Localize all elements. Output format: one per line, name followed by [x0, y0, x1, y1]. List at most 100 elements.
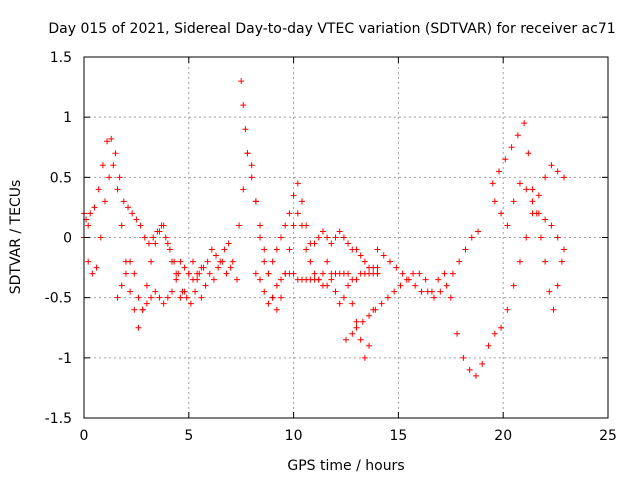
data-point: [223, 270, 230, 277]
data-point: [548, 162, 555, 169]
data-point: [127, 288, 134, 295]
data-point: [504, 306, 511, 313]
data-point: [535, 210, 542, 217]
data-point: [548, 222, 555, 229]
data-point: [441, 270, 448, 277]
data-point: [131, 306, 138, 313]
data-point: [324, 234, 331, 241]
data-point: [198, 264, 205, 271]
data-point: [343, 336, 349, 343]
y-axis-label: SDTVAR / TECUs: [8, 180, 24, 295]
data-point: [101, 198, 108, 205]
data-point: [261, 288, 268, 295]
data-point: [106, 174, 113, 181]
data-point: [108, 135, 115, 142]
data-point: [112, 150, 119, 157]
data-point: [397, 282, 404, 289]
data-point: [87, 210, 94, 217]
data-point: [148, 258, 155, 265]
data-point: [353, 276, 360, 283]
data-point: [393, 264, 400, 271]
data-point: [248, 162, 255, 169]
data-point: [143, 300, 150, 307]
y-tick-label: 0.5: [50, 170, 72, 186]
data-point: [290, 270, 297, 277]
data-point: [240, 186, 247, 193]
data-point: [431, 294, 438, 301]
data-point: [95, 186, 102, 193]
data-point: [303, 222, 310, 229]
data-point: [353, 324, 360, 331]
data-point: [269, 258, 276, 265]
data-point: [303, 246, 310, 253]
data-point: [286, 246, 293, 253]
series-track-g: [343, 162, 567, 379]
data-point: [169, 288, 176, 295]
data-point: [558, 258, 565, 265]
chart-title: Day 015 of 2021, Sidereal Day-to-day VTE…: [48, 21, 615, 37]
data-point: [185, 270, 192, 277]
data-point: [156, 228, 163, 235]
data-point: [449, 270, 456, 277]
data-point: [202, 282, 209, 289]
data-point: [298, 198, 305, 205]
y-tick-label: 0: [63, 231, 72, 247]
data-point: [366, 312, 373, 319]
data-point: [349, 330, 356, 337]
data-point: [345, 282, 352, 289]
data-point: [273, 246, 280, 253]
data-point: [491, 198, 498, 205]
data-point: [294, 180, 301, 187]
data-point: [91, 204, 98, 211]
data-point: [387, 258, 394, 265]
data-point: [357, 336, 364, 343]
data-point: [315, 234, 322, 241]
data-point: [131, 270, 138, 277]
data-point: [278, 234, 285, 241]
data-point: [437, 288, 444, 295]
data-point: [405, 276, 412, 283]
data-point: [353, 246, 360, 253]
data-point: [244, 150, 251, 157]
data-point: [290, 222, 297, 229]
series-track-c: [114, 258, 205, 313]
data-point: [479, 360, 486, 367]
data-point: [311, 240, 318, 247]
data-point: [361, 258, 368, 265]
data-point: [206, 270, 213, 277]
data-point: [560, 246, 567, 253]
data-point: [514, 132, 521, 139]
data-point: [529, 198, 536, 205]
data-point: [181, 288, 188, 295]
data-point: [160, 222, 167, 229]
data-point: [345, 270, 352, 277]
data-point: [422, 276, 429, 283]
data-point: [162, 234, 169, 241]
data-point: [240, 102, 247, 109]
data-point: [529, 186, 536, 193]
data-point: [166, 246, 173, 253]
data-point: [141, 234, 148, 241]
data-point: [554, 168, 561, 175]
data-point: [399, 270, 406, 277]
data-point: [160, 300, 167, 307]
data-point: [114, 294, 121, 301]
data-point: [508, 144, 515, 151]
data-point: [307, 258, 314, 265]
data-point: [135, 294, 142, 301]
data-point: [466, 366, 473, 373]
data-point: [278, 294, 285, 301]
data-point: [523, 186, 530, 193]
data-point: [187, 300, 194, 307]
x-axis-label: GPS time / hours: [287, 458, 404, 474]
data-point: [177, 258, 184, 265]
data-point: [372, 306, 379, 313]
data-point: [485, 342, 492, 349]
x-tick-label: 15: [389, 428, 407, 444]
series-track-d: [238, 78, 381, 361]
data-point: [357, 252, 364, 259]
data-point: [294, 210, 301, 217]
data-point: [265, 300, 272, 307]
data-point: [454, 330, 461, 337]
data-point: [198, 294, 205, 301]
